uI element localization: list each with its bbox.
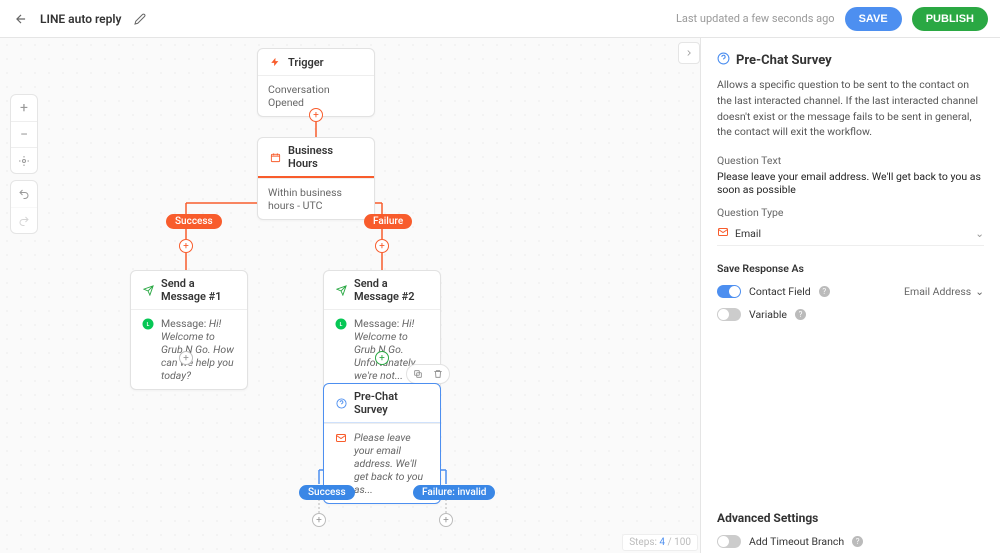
node-body: Message: Hi! Welcome to Grub N Go. How c… bbox=[161, 317, 237, 382]
node-title: Business Hours bbox=[288, 144, 364, 170]
svg-text:L: L bbox=[147, 322, 150, 328]
zoom-in-icon[interactable]: + bbox=[11, 95, 37, 121]
question-type-label: Question Type bbox=[717, 206, 984, 219]
header-right: Last updated a few seconds ago SAVE PUBL… bbox=[676, 7, 988, 31]
variable-row: Variable ? bbox=[717, 308, 984, 321]
help-icon[interactable]: ? bbox=[852, 536, 863, 547]
add-step-icon[interactable]: + bbox=[309, 108, 323, 122]
node-title: Pre-Chat Survey bbox=[354, 390, 430, 416]
add-step-icon[interactable]: + bbox=[312, 513, 326, 527]
node-body: Conversation Opened bbox=[268, 83, 364, 109]
delete-icon[interactable] bbox=[431, 367, 445, 381]
node-mini-tools bbox=[406, 364, 450, 384]
redo-icon[interactable] bbox=[11, 207, 37, 233]
variable-label: Variable bbox=[749, 308, 787, 321]
svg-text:L: L bbox=[340, 322, 343, 328]
node-title: Trigger bbox=[288, 56, 324, 69]
collapse-panel-icon[interactable] bbox=[678, 42, 700, 64]
header: LINE auto reply Last updated a few secon… bbox=[0, 0, 1000, 38]
back-arrow-icon[interactable] bbox=[12, 10, 30, 28]
calendar-icon bbox=[268, 150, 282, 164]
steps-counter: Steps: 4 / 100 bbox=[622, 534, 698, 551]
panel-description: Allows a specific question to be sent to… bbox=[717, 77, 984, 140]
undo-icon[interactable] bbox=[11, 181, 37, 207]
branch-pill-failure[interactable]: Failure bbox=[364, 214, 412, 229]
node-trigger[interactable]: Trigger Conversation Opened bbox=[257, 48, 375, 117]
contact-field-row: Contact Field ? Email Address ⌄ bbox=[717, 285, 984, 298]
node-send-message-1[interactable]: Send a Message #1 L Message: Hi! Welcome… bbox=[130, 270, 248, 390]
node-body: Within business hours - UTC bbox=[268, 186, 364, 212]
properties-panel: Pre-Chat Survey Allows a specific questi… bbox=[700, 38, 1000, 553]
canvas-toolbar: + − bbox=[10, 94, 38, 234]
add-step-icon[interactable]: + bbox=[375, 239, 389, 253]
contact-field-select[interactable]: Email Address ⌄ bbox=[904, 285, 984, 298]
question-type-select[interactable]: Email ⌄ bbox=[717, 222, 984, 246]
copy-icon[interactable] bbox=[411, 367, 425, 381]
header-left: LINE auto reply bbox=[12, 10, 149, 28]
chevron-down-icon: ⌄ bbox=[975, 227, 984, 240]
timeout-toggle[interactable] bbox=[717, 535, 741, 548]
node-title: Send a Message #2 bbox=[354, 277, 430, 303]
save-button[interactable]: SAVE bbox=[845, 7, 902, 31]
branch-pill-success[interactable]: Success bbox=[166, 214, 222, 229]
add-step-icon[interactable]: + bbox=[179, 239, 193, 253]
help-icon[interactable]: ? bbox=[819, 286, 830, 297]
workflow-canvas[interactable]: + − Trigger Conversation Opened + Busine… bbox=[0, 38, 700, 553]
node-title: Send a Message #1 bbox=[161, 277, 237, 303]
zoom-group: + − bbox=[10, 94, 38, 174]
panel-title: Pre-Chat Survey bbox=[717, 52, 984, 69]
question-text-value[interactable]: Please leave your email address. We'll g… bbox=[717, 170, 984, 196]
add-step-icon[interactable]: + bbox=[179, 351, 193, 365]
node-business-hours[interactable]: Business Hours Within business hours - U… bbox=[257, 137, 375, 220]
line-channel-icon: L bbox=[334, 317, 348, 331]
zoom-out-icon[interactable]: − bbox=[11, 121, 37, 147]
help-icon[interactable]: ? bbox=[795, 309, 806, 320]
save-response-label: Save Response As bbox=[717, 262, 984, 275]
fit-view-icon[interactable] bbox=[11, 147, 37, 173]
advanced-settings-header: Advanced Settings bbox=[717, 511, 984, 525]
branch-pill-failure-invalid[interactable]: Failure: invalid bbox=[413, 485, 495, 500]
branch-pill-success[interactable]: Success bbox=[299, 485, 355, 500]
send-icon bbox=[141, 283, 155, 297]
question-text-label: Question Text bbox=[717, 154, 984, 167]
history-group bbox=[10, 180, 38, 234]
timeout-label: Add Timeout Branch bbox=[749, 535, 844, 548]
workflow-title: LINE auto reply bbox=[40, 12, 121, 26]
variable-toggle[interactable] bbox=[717, 308, 741, 321]
add-step-icon[interactable]: + bbox=[439, 513, 453, 527]
chevron-down-icon: ⌄ bbox=[975, 285, 984, 298]
edit-title-icon[interactable] bbox=[131, 10, 149, 28]
send-icon bbox=[334, 283, 348, 297]
publish-button[interactable]: PUBLISH bbox=[912, 7, 988, 31]
contact-field-toggle[interactable] bbox=[717, 285, 741, 298]
question-icon bbox=[334, 396, 348, 410]
trigger-icon bbox=[268, 55, 282, 69]
contact-field-label: Contact Field bbox=[749, 285, 811, 298]
email-icon bbox=[334, 431, 348, 445]
question-icon bbox=[717, 52, 730, 69]
add-step-icon[interactable]: + bbox=[375, 351, 389, 365]
line-channel-icon: L bbox=[141, 317, 155, 331]
last-updated-text: Last updated a few seconds ago bbox=[676, 12, 835, 25]
timeout-row: Add Timeout Branch ? bbox=[717, 535, 984, 548]
email-icon bbox=[717, 226, 729, 241]
